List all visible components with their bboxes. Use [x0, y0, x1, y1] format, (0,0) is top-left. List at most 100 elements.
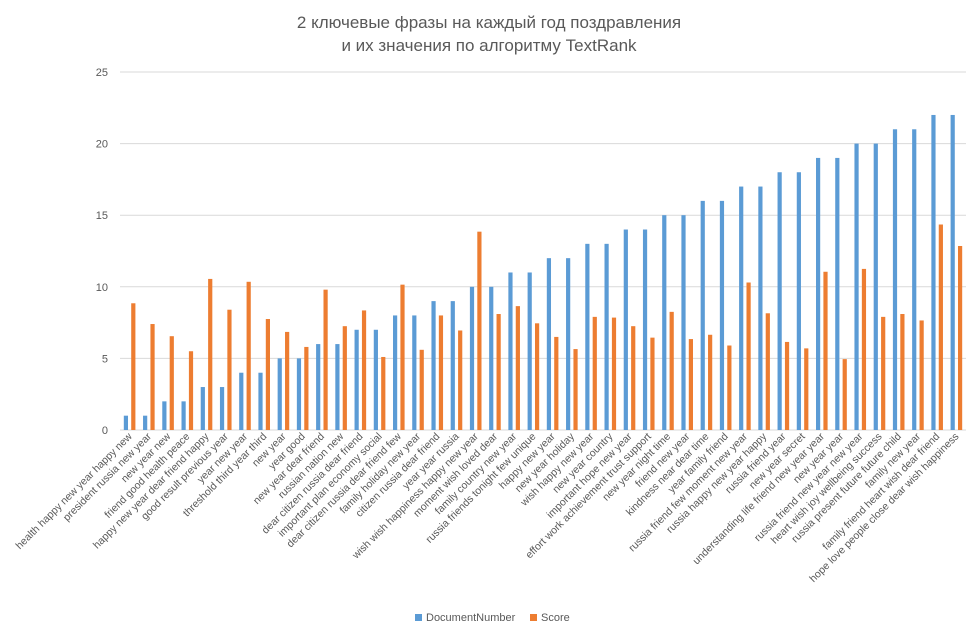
bar-documentnumber [431, 301, 436, 430]
bar-score [784, 341, 790, 430]
bar-score [823, 271, 828, 430]
bar-score [804, 348, 809, 430]
legend-label-score: Score [541, 612, 570, 624]
y-tick-label: 5 [102, 353, 108, 365]
bar-score [900, 314, 905, 430]
bar-documentnumber [354, 329, 359, 430]
bar-documentnumber [316, 344, 321, 430]
bar-score [957, 245, 963, 430]
bar-score [265, 319, 270, 430]
bar-score [458, 330, 463, 430]
bar-score [573, 349, 578, 430]
bar-documentnumber [700, 200, 705, 430]
bar-documentnumber [277, 358, 282, 430]
bar-score [304, 346, 309, 430]
bar-score [688, 339, 693, 430]
y-tick-label: 25 [96, 67, 108, 79]
bar-score [323, 289, 328, 430]
bar-score [188, 351, 194, 430]
bar-documentnumber [642, 229, 648, 430]
bar-documentnumber [239, 372, 244, 430]
bar-score [246, 281, 251, 430]
chart-title-line-2: и их значения по алгоритму TextRank [341, 36, 637, 55]
bar-score [631, 326, 636, 430]
bar-documentnumber [393, 315, 398, 430]
bar-score [208, 278, 213, 430]
legend-swatch-documentnumber [415, 614, 422, 621]
legend: DocumentNumber Score [415, 612, 570, 624]
bar-score [496, 314, 501, 430]
bar-documentnumber [200, 387, 205, 430]
bar-documentnumber [296, 358, 302, 430]
bar-score [131, 303, 136, 430]
legend-label-documentnumber: DocumentNumber [426, 612, 516, 624]
bar-documentnumber [854, 143, 859, 430]
y-tick-label: 15 [96, 210, 108, 222]
bar-score [650, 337, 655, 430]
bar-documentnumber [373, 329, 378, 430]
bar-documentnumber [681, 215, 686, 430]
bar-documentnumber [758, 186, 763, 430]
bar-documentnumber [143, 415, 148, 430]
bar-score [285, 331, 290, 430]
bar-documentnumber [931, 114, 936, 431]
legend-swatch-score [530, 614, 537, 621]
bar-score [919, 320, 924, 430]
bar-score [727, 345, 732, 430]
bar-documentnumber [181, 401, 186, 430]
bar-score [611, 317, 617, 430]
bar-score [342, 326, 347, 430]
bar-documentnumber [469, 286, 475, 430]
bar-documentnumber [816, 157, 821, 431]
bar-score [842, 359, 847, 430]
bar-score [227, 309, 232, 430]
bar-score [881, 316, 886, 430]
bar-documentnumber [662, 215, 667, 430]
bar-score [477, 231, 482, 430]
bar-score [419, 349, 424, 430]
bar-documentnumber [258, 372, 263, 430]
y-axis-tick-labels: 0 5 10 15 20 25 [96, 67, 108, 437]
bar-documentnumber [162, 401, 167, 430]
bar-documentnumber [719, 200, 725, 430]
bar-documentnumber [796, 172, 801, 431]
bar-documentnumber [777, 172, 782, 431]
bar-score [150, 324, 155, 430]
bar-documentnumber [412, 315, 417, 430]
bar-documentnumber [892, 129, 898, 430]
bar-score [938, 224, 943, 430]
bar-score [361, 310, 367, 430]
y-tick-label: 20 [96, 139, 108, 151]
bar-score [515, 306, 520, 430]
bar-documentnumber [450, 301, 455, 430]
x-axis-tick-labels: health happy new year happy newpresident… [14, 430, 962, 585]
bar-score [708, 334, 713, 430]
y-tick-label: 0 [102, 425, 108, 437]
bar-documentnumber [566, 258, 571, 430]
bar-score [534, 323, 540, 430]
bar-score [669, 311, 674, 430]
bar-documentnumber [585, 243, 590, 430]
bar-score [592, 316, 597, 430]
bar-documentnumber [873, 143, 878, 430]
bar-documentnumber [123, 415, 129, 430]
bar-documentnumber [950, 114, 955, 431]
bar-documentnumber [527, 272, 532, 430]
y-tick-label: 10 [96, 282, 108, 294]
bar-documentnumber [739, 186, 744, 430]
bar-documentnumber [912, 129, 917, 430]
chart-title-line-1: 2 ключевые фразы на каждый год поздравле… [297, 13, 681, 32]
bars [123, 114, 963, 431]
bar-documentnumber [335, 344, 340, 430]
bar-documentnumber [604, 243, 609, 430]
bar-score [765, 313, 770, 430]
bar-documentnumber [623, 229, 628, 430]
bar-documentnumber [835, 157, 840, 431]
bar-score [400, 284, 405, 430]
bar-score [554, 336, 559, 430]
bar-documentnumber [489, 286, 494, 430]
bar-score [169, 336, 174, 430]
bar-documentnumber [508, 272, 513, 430]
bar-score [381, 356, 386, 430]
